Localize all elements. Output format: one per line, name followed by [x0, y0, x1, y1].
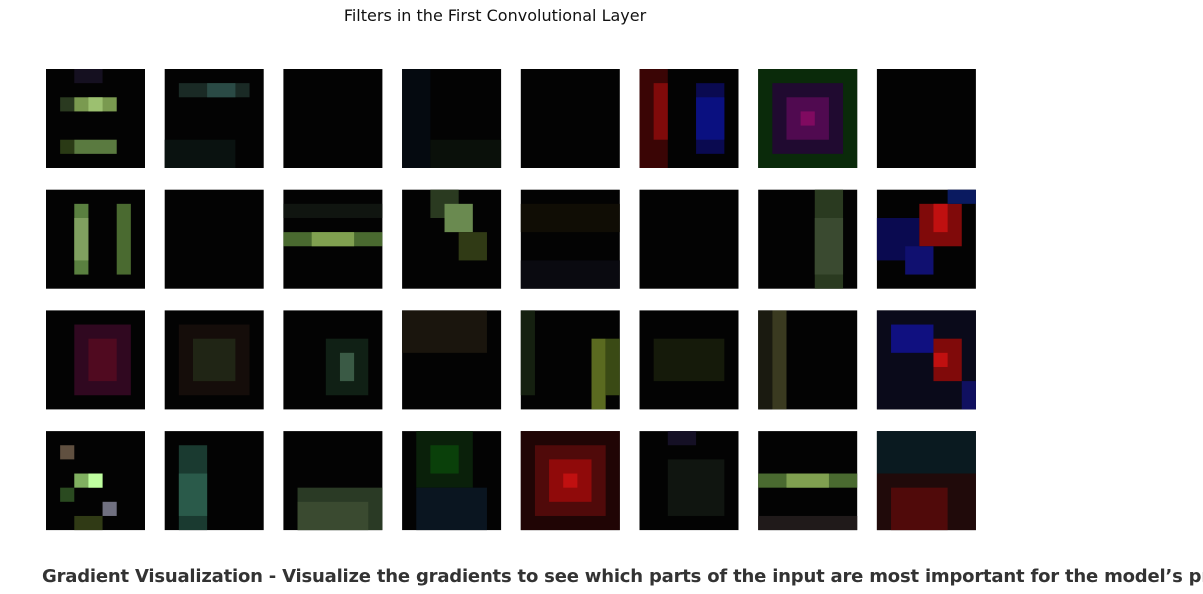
tile-pixels: [60, 97, 75, 112]
filter-tile: [876, 431, 976, 531]
tile-pixels: [339, 352, 355, 382]
filter-tile: [46, 431, 145, 531]
tile-pixels: [430, 139, 502, 168]
tile-pixels: [60, 139, 75, 154]
tile-pixels: [116, 203, 131, 275]
filter-tile: [283, 69, 383, 168]
filter-tile: [520, 189, 620, 289]
tile-pixels: [60, 445, 75, 460]
tile-pixels: [653, 338, 725, 382]
tile-background: [520, 69, 620, 168]
tile-pixels: [402, 69, 431, 168]
filter-tile: [639, 69, 739, 168]
filter-tile: [758, 310, 858, 410]
tile-pixels: [667, 431, 697, 446]
tile-pixels: [520, 260, 620, 289]
tile-pixels: [444, 203, 473, 233]
filter-tile: [164, 310, 264, 410]
filter-tile: [46, 189, 145, 289]
tile-pixels: [563, 473, 578, 488]
tile-pixels: [88, 473, 103, 488]
tile-pixels: [758, 310, 773, 410]
tile-pixels: [60, 487, 75, 502]
tile-pixels: [207, 83, 236, 98]
tile-background: [283, 69, 383, 168]
tile-pixels: [947, 189, 976, 204]
filter-tile: [402, 431, 502, 531]
tile-pixels: [520, 310, 535, 396]
tile-pixels: [430, 445, 459, 474]
filter-tile: [876, 69, 976, 168]
tile-pixels: [283, 203, 383, 218]
tile-pixels: [311, 232, 355, 247]
filter-tile: [402, 69, 502, 168]
tile-pixels: [961, 381, 976, 410]
filter-tile: [283, 431, 383, 531]
tile-pixels: [74, 515, 103, 531]
caption: Gradient Visualization - Visualize the g…: [42, 566, 1203, 587]
filter-tile: [758, 431, 858, 531]
tile-background: [164, 189, 264, 289]
filter-tile: [520, 431, 620, 531]
tile-pixels: [891, 487, 948, 531]
filter-tile: [402, 310, 502, 410]
tile-pixels: [758, 515, 858, 531]
filter-tile: [876, 189, 976, 289]
tile-pixels: [74, 69, 103, 84]
filter-tile: [520, 310, 620, 410]
filter-grid: [46, 69, 976, 531]
filter-tile: [639, 431, 739, 531]
tile-pixels: [653, 83, 668, 140]
filter-tile: [164, 431, 264, 531]
tile-pixels: [800, 111, 815, 126]
filter-tile: [283, 310, 383, 410]
tile-pixels: [74, 217, 89, 261]
tile-pixels: [297, 501, 369, 531]
tile-pixels: [520, 203, 620, 233]
tile-pixels: [88, 97, 103, 112]
tile-pixels: [74, 139, 117, 154]
tile-pixels: [164, 139, 236, 168]
tile-pixels: [458, 232, 487, 261]
tile-pixels: [416, 487, 487, 531]
filter-tile: [402, 189, 502, 289]
tile-pixels: [933, 203, 948, 233]
tile-pixels: [178, 473, 208, 516]
tile-pixels: [786, 473, 829, 488]
filter-tile: [758, 189, 858, 289]
tile-pixels: [933, 352, 948, 367]
filter-tile: [639, 189, 739, 289]
tile-background: [639, 189, 739, 289]
tile-pixels: [696, 97, 725, 140]
filter-tile: [46, 310, 145, 410]
tile-pixels: [591, 338, 606, 410]
filter-tile: [876, 310, 976, 410]
tile-pixels: [605, 338, 620, 396]
tile-pixels: [876, 431, 976, 474]
tile-pixels: [667, 459, 725, 516]
tile-pixels: [102, 501, 117, 516]
tile-pixels: [905, 246, 934, 275]
tile-pixels: [402, 310, 487, 353]
filter-tile: [164, 189, 264, 289]
tile-pixels: [814, 217, 844, 275]
filter-tile: [283, 189, 383, 289]
tile-background: [876, 69, 976, 168]
filter-tile: [639, 310, 739, 410]
tile-pixels: [192, 338, 236, 382]
tile-pixels: [891, 324, 934, 353]
tile-pixels: [88, 338, 117, 382]
filter-tile: [46, 69, 145, 168]
filter-tile: [164, 69, 264, 168]
figure-title: Filters in the First Convolutional Layer: [343, 6, 647, 25]
filter-tile: [758, 69, 858, 168]
filter-tile: [520, 69, 620, 168]
tile-pixels: [772, 310, 787, 410]
